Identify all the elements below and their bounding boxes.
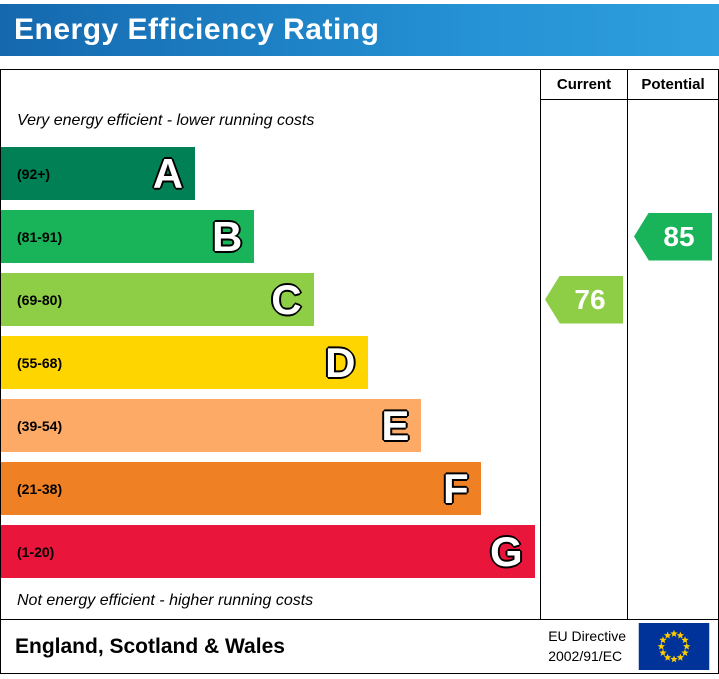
band-e: (39-54) E <box>1 399 422 452</box>
band-b: (81-91) B <box>1 210 255 263</box>
band-f-letter: F <box>443 464 469 512</box>
band-f: (21-38) F <box>1 462 481 515</box>
eu-flag-icon <box>638 623 710 670</box>
band-g-range: (1-20) <box>17 543 55 560</box>
title-bar: Energy Efficiency Rating <box>0 4 719 56</box>
band-c-range: (69-80) <box>17 291 63 308</box>
band-a-letter: A <box>152 149 184 197</box>
energy-rating-chart: Current Potential Very energy efficient … <box>0 69 719 674</box>
band-d-letter: D <box>325 338 356 386</box>
chart-header-spacer <box>1 70 540 100</box>
band-c: (69-80) C <box>1 273 314 326</box>
band-d: (55-68) D <box>1 336 368 389</box>
band-b-letter: B <box>211 212 243 260</box>
page-title: Energy Efficiency Rating <box>14 13 380 46</box>
potential-rating-value: 85 <box>663 220 695 252</box>
bottom-note: Not energy efficient - higher running co… <box>17 592 314 609</box>
current-rating-indicator: 76 <box>545 275 623 324</box>
rating-grid: Current Potential Very energy efficient … <box>1 70 718 619</box>
band-a: (92+) A <box>1 147 196 200</box>
current-column-header: Current <box>540 70 627 100</box>
band-d-range: (55-68) <box>17 354 63 371</box>
chart-footer: England, Scotland & Wales EU Directive 2… <box>1 619 718 673</box>
band-e-range: (39-54) <box>17 417 63 434</box>
band-e-letter: E <box>381 401 410 449</box>
band-c-letter: C <box>271 275 302 323</box>
top-note: Very energy efficient - lower running co… <box>17 112 315 129</box>
band-g-letter: G <box>489 527 523 575</box>
eu-directive-label: EU Directive 2002/91/EC <box>548 627 626 664</box>
potential-column-header: Potential <box>627 70 718 100</box>
band-g: (1-20) G <box>1 525 535 578</box>
region-label: England, Scotland & Wales <box>15 634 285 658</box>
band-f-range: (21-38) <box>17 480 63 497</box>
band-b-range: (81-91) <box>17 228 63 245</box>
potential-rating-indicator: 85 <box>634 212 712 261</box>
band-a-range: (92+) <box>17 165 51 182</box>
current-rating-value: 76 <box>574 283 606 315</box>
